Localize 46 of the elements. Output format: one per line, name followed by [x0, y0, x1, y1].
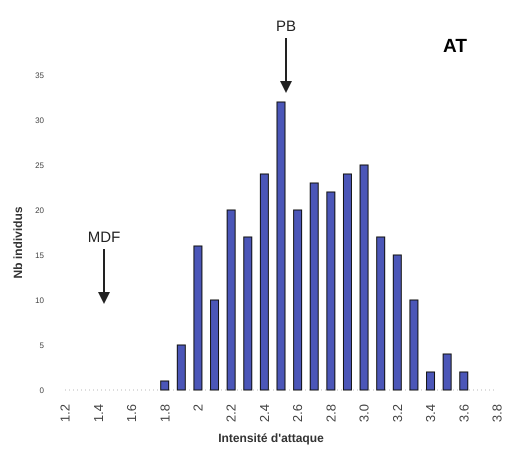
x-tick-label: 2.2 — [224, 404, 239, 422]
x-tick-label: 3.0 — [356, 404, 372, 422]
bar — [293, 210, 302, 390]
chart-title: AT — [443, 36, 468, 57]
bar — [160, 380, 170, 390]
y-axis-title: Nb individus — [11, 206, 25, 278]
x-tick-label: 1.2 — [58, 404, 73, 422]
bar — [426, 372, 436, 390]
bar — [210, 300, 220, 390]
x-tick-label: 1.4 — [90, 404, 106, 422]
bar — [176, 344, 186, 390]
bar — [442, 354, 452, 390]
annotation: MDF — [88, 229, 120, 246]
y-tick-label: 35 — [35, 70, 45, 80]
x-tick-label: 2.8 — [323, 404, 338, 422]
y-tick-label: 5 — [40, 340, 45, 350]
x-tick-label: 1.8 — [157, 404, 172, 422]
bar — [376, 236, 386, 390]
bar — [459, 372, 468, 390]
x-tick-label: 3.4 — [423, 404, 438, 422]
bar — [392, 254, 402, 390]
bar — [276, 102, 286, 390]
x-tick-label: 1.6 — [124, 404, 140, 422]
x-tick-label: 2.4 — [256, 404, 272, 422]
bar — [243, 236, 252, 390]
x-tick-label: 3.6 — [456, 404, 472, 422]
bar — [193, 246, 202, 390]
bar — [409, 300, 418, 390]
x-tick-label: 2 — [190, 404, 206, 412]
bar — [260, 174, 269, 390]
x-tick-label: 3.2 — [390, 404, 405, 422]
bar — [360, 164, 369, 390]
y-tick-label: 25 — [35, 160, 45, 170]
y-tick-label: 15 — [35, 250, 45, 260]
bar — [226, 210, 236, 390]
y-tick-label: 20 — [35, 206, 45, 215]
y-tick-label: 30 — [35, 116, 45, 125]
text: PB — [276, 18, 296, 35]
bar — [342, 174, 352, 390]
bar — [326, 192, 336, 390]
x-axis-title: Intensité d'attaque — [218, 431, 324, 445]
x-tick-label: 3.8 — [490, 404, 505, 422]
y-tick-label: 10 — [35, 296, 45, 305]
y-tick-label: 0 — [40, 386, 45, 395]
bar — [310, 182, 319, 390]
x-tick-label: 2.6 — [290, 404, 306, 422]
